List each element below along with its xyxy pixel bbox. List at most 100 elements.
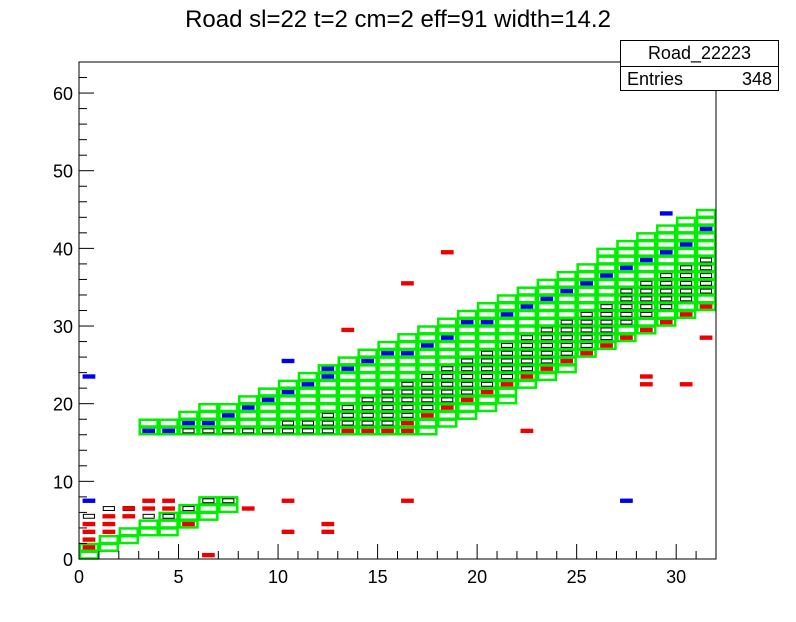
road-bin [516, 317, 538, 327]
hit-box [461, 374, 474, 379]
blue-hit [600, 273, 613, 278]
road-bin [397, 371, 418, 382]
red-hit [659, 319, 673, 325]
road-bin [178, 503, 199, 514]
hit-box [600, 304, 613, 310]
road-bin [576, 286, 597, 296]
blue-hit [261, 397, 275, 402]
red-hit [560, 358, 574, 364]
blue-hit [281, 389, 295, 395]
road-bin [536, 309, 557, 320]
blue-hit [361, 358, 375, 364]
road-bin [695, 232, 717, 242]
blue-hit [221, 413, 235, 418]
road-bin [357, 348, 378, 358]
red-hit [341, 428, 355, 434]
road-bin [636, 317, 657, 327]
road-bin [656, 309, 677, 320]
road-bin [397, 364, 418, 374]
red-hit [520, 428, 534, 434]
hit-box [640, 311, 653, 317]
road-bin [636, 270, 657, 281]
hit-box [520, 335, 533, 341]
road-bin [138, 519, 159, 529]
blue-hit [82, 374, 96, 379]
hit-box [560, 343, 573, 348]
hit-box [202, 498, 215, 504]
road-bin [476, 340, 498, 351]
road-bin [397, 356, 418, 366]
road-bin [118, 527, 139, 537]
red-hit [401, 281, 414, 286]
hit-box [580, 343, 593, 348]
chart-title: Road sl=22 t=2 cm=2 eff=91 width=14.2 [185, 6, 611, 33]
blue-hit [162, 428, 175, 434]
hit-box [481, 381, 494, 387]
hit-box [680, 273, 693, 278]
hit-box [341, 405, 354, 411]
road-bin [536, 371, 557, 382]
road-bin [616, 270, 637, 281]
blue-hit [699, 226, 713, 232]
road-bin [317, 387, 339, 397]
hit-box [660, 280, 673, 286]
stats-box: Road_22223 Entries 348 [620, 40, 779, 91]
hit-box [699, 280, 713, 286]
road-bin [596, 247, 617, 257]
red-hit [341, 327, 355, 333]
road-bin [675, 232, 697, 242]
red-hit [162, 506, 175, 511]
road-bin [257, 418, 279, 428]
road-bin [656, 239, 677, 250]
red-hit [699, 335, 713, 340]
road-bin [397, 333, 418, 343]
hit-box [540, 327, 553, 333]
road-bin [437, 410, 458, 420]
blue-hit [301, 382, 315, 387]
hit-box [361, 412, 374, 418]
hit-box [580, 335, 593, 341]
road-bin [98, 542, 120, 552]
hit-box [680, 288, 693, 294]
blue-hit [639, 257, 653, 263]
road-bin [636, 232, 657, 242]
road-bin [476, 325, 498, 335]
blue-hit [381, 351, 394, 356]
hit-box [640, 304, 653, 310]
hit-box [481, 358, 494, 364]
road-bin [596, 294, 617, 304]
hit-box [580, 319, 593, 325]
hit-box [401, 381, 414, 387]
y-tick-label: 0 [63, 550, 73, 570]
road-bin [656, 224, 677, 234]
road-bin [695, 208, 717, 219]
road-bin [536, 278, 557, 288]
road-bin [158, 511, 179, 521]
hit-box [580, 327, 593, 333]
road-bin [417, 364, 438, 374]
red-hit [460, 397, 474, 402]
road-bin [377, 340, 398, 351]
red-hit [480, 389, 494, 395]
road-bin [257, 410, 279, 420]
hit-box [540, 343, 553, 348]
road-bin [297, 387, 319, 397]
hit-box [182, 428, 195, 434]
hit-box [620, 311, 633, 317]
hit-box [560, 350, 573, 356]
hit-box [441, 381, 454, 387]
hit-box [481, 366, 494, 372]
y-tick-label: 60 [53, 84, 73, 104]
road-bin [417, 356, 438, 366]
hit-box [699, 257, 713, 263]
road-bin [496, 301, 518, 312]
blue-hit [520, 304, 534, 309]
red-hit [142, 498, 156, 503]
hit-box [421, 405, 434, 411]
road-bin [377, 379, 398, 389]
hit-box [640, 280, 653, 286]
hit-box [580, 311, 593, 317]
hit-box [441, 374, 454, 379]
road-outline-layer [78, 208, 717, 560]
road-bin [377, 356, 398, 366]
